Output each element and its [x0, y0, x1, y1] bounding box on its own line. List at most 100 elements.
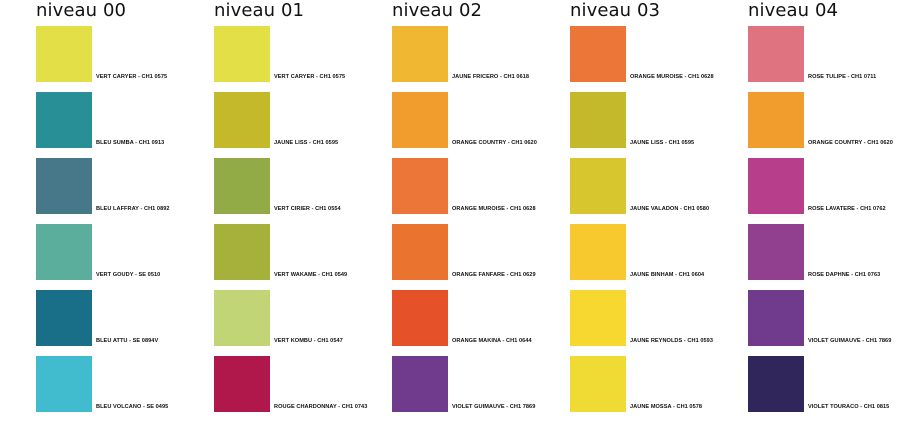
swatch-label: ROUGE CHARDONNAY - CH1 0743 [274, 404, 368, 410]
swatch-item: VIOLET TOURACO - CH1 0815 [748, 356, 900, 412]
swatch-item: JAUNE VALADON - CH1 0580 [570, 158, 748, 214]
swatch-item: ORANGE COUNTRY - CH1 0620 [392, 92, 570, 148]
color-swatch [392, 290, 448, 346]
color-swatch [36, 356, 92, 412]
color-swatch [36, 290, 92, 346]
swatch-label: JAUNE FRICERO - CH1 0618 [452, 74, 530, 80]
swatch-label: VERT KOMBU - CH1 0547 [274, 338, 343, 344]
swatch-item: JAUNE BINHAM - CH1 0604 [570, 224, 748, 280]
swatch-item: VIOLET GUIMAUVE - CH1 7869 [392, 356, 570, 412]
color-swatch [748, 290, 804, 346]
color-swatch [570, 92, 626, 148]
column-niveau-04: niveau 04 ROSE TULIPE - CH1 0711 ORANGE … [748, 0, 900, 421]
swatch-label: VERT CIRIER - CH1 0554 [274, 206, 341, 212]
swatch-label: ORANGE FANFARE - CH1 0629 [452, 272, 536, 278]
color-swatch [392, 356, 448, 412]
swatch-label: JAUNE REYNOLDS - CH1 0593 [630, 338, 714, 344]
swatch-label: JAUNE LISS - CH1 0595 [630, 140, 695, 146]
column-title: niveau 04 [748, 0, 839, 21]
swatch-item: ORANGE MUROISE - CH1 0628 [570, 26, 748, 82]
swatch-label: ROSE TULIPE - CH1 0711 [808, 74, 877, 80]
column-title: niveau 01 [214, 0, 305, 21]
swatch-item: VERT KOMBU - CH1 0547 [214, 290, 392, 346]
swatch-item: ORANGE MUROISE - CH1 0628 [392, 158, 570, 214]
swatch-label: ORANGE COUNTRY - CH1 0620 [808, 140, 893, 146]
swatch-item: BLEU SUMBA - CH1 0913 [36, 92, 214, 148]
column-niveau-03: niveau 03 ORANGE MUROISE - CH1 0628 JAUN… [570, 0, 748, 421]
color-swatch [214, 158, 270, 214]
color-swatch [36, 26, 92, 82]
swatch-item: JAUNE REYNOLDS - CH1 0593 [570, 290, 748, 346]
color-swatch [214, 92, 270, 148]
color-swatch [214, 224, 270, 280]
swatch-item: ORANGE MAKINA - CH1 0644 [392, 290, 570, 346]
swatch-label: JAUNE VALADON - CH1 0580 [630, 206, 710, 212]
color-swatch [214, 26, 270, 82]
swatch-item: BLEU VOLCANO - SE 0495 [36, 356, 214, 412]
color-swatch [36, 92, 92, 148]
swatch-item: VERT CARYER - CH1 0575 [214, 26, 392, 82]
color-swatch [748, 356, 804, 412]
swatch-label: ORANGE COUNTRY - CH1 0620 [452, 140, 537, 146]
swatch-item: ROSE TULIPE - CH1 0711 [748, 26, 900, 82]
swatch-label: VIOLET TOURACO - CH1 0815 [808, 404, 890, 410]
column-title: niveau 03 [570, 0, 661, 21]
swatch-item: JAUNE MOSSA - CH1 0578 [570, 356, 748, 412]
color-swatch [748, 26, 804, 82]
swatch-item: VERT CIRIER - CH1 0554 [214, 158, 392, 214]
swatch-label: ORANGE MAKINA - CH1 0644 [452, 338, 532, 344]
column-niveau-01: niveau 01 VERT CARYER - CH1 0575 JAUNE L… [214, 0, 392, 421]
swatch-label: VERT CARYER - CH1 0575 [96, 74, 168, 80]
swatch-label: VIOLET GUIMAUVE - CH1 7869 [808, 338, 892, 344]
column-title: niveau 02 [392, 0, 483, 21]
swatch-label: ORANGE MUROISE - CH1 0628 [630, 74, 714, 80]
swatch-label: BLEU VOLCANO - SE 0495 [96, 404, 169, 410]
color-swatch [392, 224, 448, 280]
swatch-label: JAUNE BINHAM - CH1 0604 [630, 272, 705, 278]
swatch-item: VERT WAKAME - CH1 0549 [214, 224, 392, 280]
swatch-label: BLEU SUMBA - CH1 0913 [96, 140, 165, 146]
color-swatch [748, 92, 804, 148]
swatch-item: VIOLET GUIMAUVE - CH1 7869 [748, 290, 900, 346]
column-niveau-00: niveau 00 VERT CARYER - CH1 0575 BLEU SU… [36, 0, 214, 421]
swatch-item: JAUNE FRICERO - CH1 0618 [392, 26, 570, 82]
color-swatch [570, 290, 626, 346]
color-swatch [748, 158, 804, 214]
swatch-label: ROSE LAVATERE - CH1 0762 [808, 206, 886, 212]
color-swatch [392, 26, 448, 82]
swatch-label: VERT GOUDY - SE 0510 [96, 272, 161, 278]
swatch-item: JAUNE LISS - CH1 0595 [570, 92, 748, 148]
swatch-label: VERT WAKAME - CH1 0549 [274, 272, 348, 278]
color-swatch [570, 26, 626, 82]
swatch-item: ORANGE FANFARE - CH1 0629 [392, 224, 570, 280]
swatch-label: VIOLET GUIMAUVE - CH1 7869 [452, 404, 536, 410]
color-swatch [392, 158, 448, 214]
color-swatch [214, 290, 270, 346]
column-niveau-02: niveau 02 JAUNE FRICERO - CH1 0618 ORANG… [392, 0, 570, 421]
color-swatch [570, 224, 626, 280]
color-swatch [392, 92, 448, 148]
swatch-label: BLEU LAFFRAY - CH1 0892 [96, 206, 170, 212]
swatch-label: JAUNE MOSSA - CH1 0578 [630, 404, 703, 410]
swatch-label: JAUNE LISS - CH1 0595 [274, 140, 339, 146]
color-swatch [214, 356, 270, 412]
swatch-item: BLEU ATTU - SE 0894V [36, 290, 214, 346]
color-swatch [570, 356, 626, 412]
swatch-label: VERT CARYER - CH1 0575 [274, 74, 346, 80]
swatch-label: ORANGE MUROISE - CH1 0628 [452, 206, 536, 212]
swatch-item: BLEU LAFFRAY - CH1 0892 [36, 158, 214, 214]
color-swatch [36, 224, 92, 280]
swatch-label: BLEU ATTU - SE 0894V [96, 338, 159, 344]
swatch-item: ROSE LAVATERE - CH1 0762 [748, 158, 900, 214]
color-swatch [748, 224, 804, 280]
column-title: niveau 00 [36, 0, 127, 21]
swatch-item: ORANGE COUNTRY - CH1 0620 [748, 92, 900, 148]
swatch-item: VERT GOUDY - SE 0510 [36, 224, 214, 280]
swatch-item: ROSE DAPHNE - CH1 0763 [748, 224, 900, 280]
color-swatch [36, 158, 92, 214]
swatch-item: JAUNE LISS - CH1 0595 [214, 92, 392, 148]
swatch-item: VERT CARYER - CH1 0575 [36, 26, 214, 82]
color-swatch [570, 158, 626, 214]
swatch-item: ROUGE CHARDONNAY - CH1 0743 [214, 356, 392, 412]
swatch-label: ROSE DAPHNE - CH1 0763 [808, 272, 881, 278]
